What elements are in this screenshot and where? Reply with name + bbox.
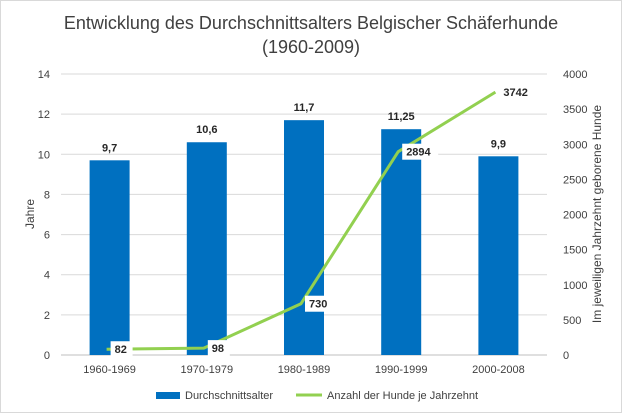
right-tick-label: 3500 [563, 104, 587, 116]
left-tick-label: 0 [44, 350, 50, 362]
line-data-label-bg [207, 340, 230, 357]
bar [478, 156, 519, 355]
line-data-label: 2894 [406, 147, 431, 159]
legend: Durchschnittsalter Anzahl der Hunde je J… [156, 390, 478, 402]
chart-title: Entwicklung des Durchschnittsalters Belg… [64, 13, 558, 33]
line-data-label-bg [110, 341, 133, 358]
right-tick-label: 3000 [563, 139, 587, 151]
left-tick-label: 12 [38, 109, 50, 121]
line-series [106, 90, 497, 351]
series-line [106, 90, 497, 351]
left-tick-label: 6 [44, 230, 50, 242]
right-tick-label: 1500 [563, 245, 587, 257]
legend-label-bar: Durchschnittsalter [185, 390, 273, 402]
line-data-label: 730 [309, 299, 327, 311]
legend-swatch-bar [156, 392, 180, 399]
bar-data-label: 9,7 [102, 142, 117, 154]
right-tick-label: 500 [563, 315, 581, 327]
right-tick-label: 0 [563, 350, 569, 362]
bar-data-labels: 9,7 10,6 11,7 11,25 9,9 [102, 102, 506, 154]
bar [381, 129, 422, 355]
right-tick-label: 2000 [563, 210, 587, 222]
x-tick-label: 1970-1979 [180, 364, 233, 376]
bar-data-label: 11,25 [388, 111, 415, 123]
x-tick-label: 1980-1989 [278, 364, 331, 376]
left-tick-label: 2 [44, 310, 50, 322]
bar-data-label: 9,9 [491, 138, 506, 150]
left-tick-label: 8 [44, 189, 50, 201]
left-axis-ticks: 0 2 4 6 8 10 12 14 [38, 69, 50, 362]
x-axis-ticks: 1960-1969 1970-1979 1980-1989 1990-1999 2000… [83, 364, 524, 376]
line-data-label: 82 [115, 344, 127, 356]
line-data-label-bg [402, 143, 439, 160]
right-axis-title: Im jeweiligen Jahrzehnt geborene Hunde [590, 105, 604, 323]
bar-series [89, 120, 519, 356]
left-axis-title: Jahre [23, 199, 37, 229]
bar-data-label: 11,7 [294, 102, 315, 114]
bar [89, 160, 130, 355]
line-data-label-bg [499, 84, 536, 101]
line-data-label: 3742 [503, 87, 527, 99]
right-axis-ticks: 0 500 1000 1500 2000 2500 3000 3500 4000 [563, 69, 587, 362]
right-tick-label: 2500 [563, 174, 587, 186]
right-tick-label: 1000 [563, 280, 587, 292]
line-data-label-bg [305, 295, 334, 312]
legend-label-line: Anzahl der Hunde je Jahrzehnt [327, 390, 478, 402]
left-tick-label: 4 [44, 270, 50, 282]
line-data-label: 98 [212, 343, 224, 355]
chart-subtitle: (1960-2009) [262, 37, 360, 57]
left-tick-label: 14 [38, 69, 50, 81]
bar [284, 120, 324, 356]
right-tick-label: 4000 [563, 69, 587, 81]
line-data-labels: 82 98 730 2894 3742 [110, 84, 536, 358]
x-tick-label: 1960-1969 [83, 364, 136, 376]
bar-data-label: 10,6 [196, 124, 217, 136]
x-tick-label: 1990-1999 [375, 364, 428, 376]
x-tick-label: 2000-2008 [472, 364, 525, 376]
bar [186, 142, 227, 355]
left-tick-label: 10 [38, 149, 50, 161]
